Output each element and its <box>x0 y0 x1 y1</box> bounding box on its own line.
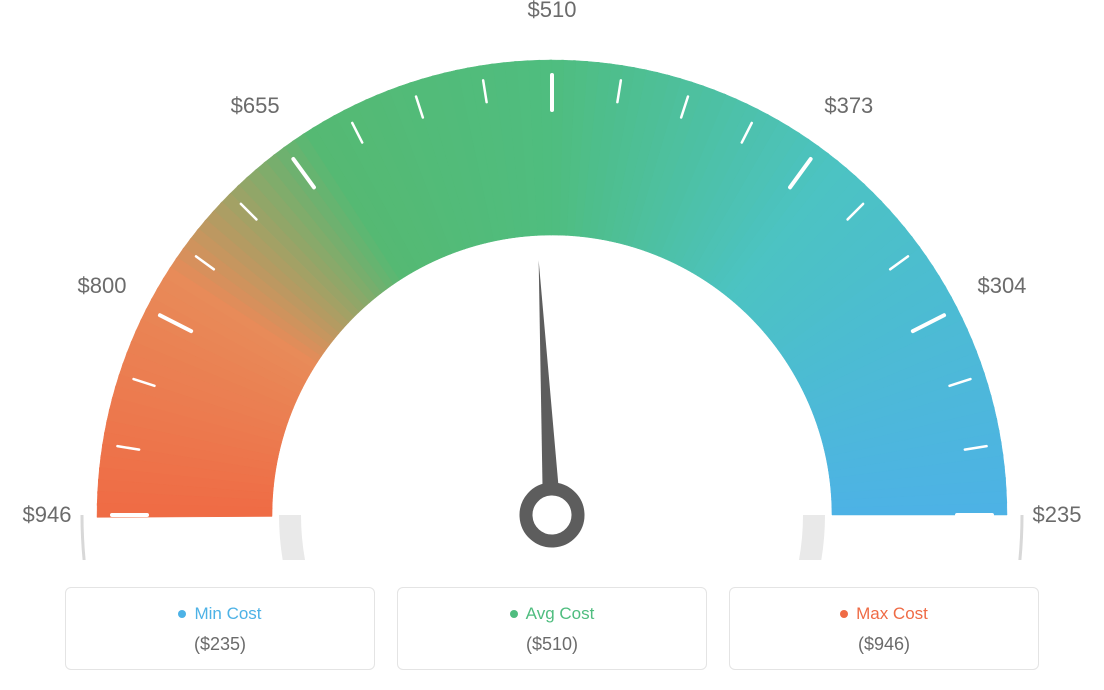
gauge-area: $235 $304 $373 $510 $655 $800 $946 <box>0 0 1104 560</box>
legend-min-label: Min Cost <box>178 604 261 624</box>
legend-min: Min Cost ($235) <box>65 587 375 670</box>
gauge-tick-label: $510 <box>528 0 577 23</box>
legend-max-value: ($946) <box>740 634 1028 655</box>
dot-icon <box>510 610 518 618</box>
legend-max-label: Max Cost <box>840 604 928 624</box>
gauge-svg <box>0 0 1104 560</box>
legend-min-label-text: Min Cost <box>194 604 261 624</box>
legend-max-label-text: Max Cost <box>856 604 928 624</box>
legend-avg: Avg Cost ($510) <box>397 587 707 670</box>
gauge-tick-label: $946 <box>23 502 72 528</box>
gauge-tick-label: $655 <box>231 93 280 119</box>
dot-icon <box>840 610 848 618</box>
gauge-tick-label: $304 <box>977 273 1026 299</box>
legend-min-value: ($235) <box>76 634 364 655</box>
legend-max: Max Cost ($946) <box>729 587 1039 670</box>
cost-gauge-chart: $235 $304 $373 $510 $655 $800 $946 Min Cost ($… <box>0 0 1104 690</box>
gauge-tick-label: $800 <box>78 273 127 299</box>
legend-avg-label-text: Avg Cost <box>526 604 595 624</box>
gauge-tick-label: $373 <box>824 93 873 119</box>
gauge-tick-label: $235 <box>1033 502 1082 528</box>
legend-avg-value: ($510) <box>408 634 696 655</box>
legend-row: Min Cost ($235) Avg Cost ($510) Max Cost… <box>0 587 1104 670</box>
legend-avg-label: Avg Cost <box>510 604 595 624</box>
dot-icon <box>178 610 186 618</box>
